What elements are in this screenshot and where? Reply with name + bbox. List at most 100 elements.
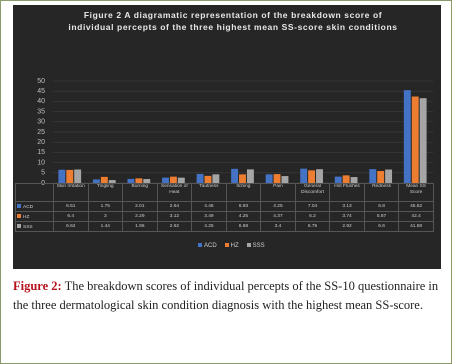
legend-swatch <box>17 213 21 218</box>
table-cell: 1.96 <box>122 221 158 232</box>
table-row: HZ 6.4 3 2.29 3.12 3.49 4.25 4.37 6.2 3.74 5.87 42.… <box>15 211 434 222</box>
table-cell: 3.74 <box>329 211 365 222</box>
table-cell: 2.01 <box>122 201 158 212</box>
table-cell: 41.58 <box>398 221 434 232</box>
y-tick-label: 50 <box>37 78 45 85</box>
table-cell: 3.4 <box>260 221 296 232</box>
bar <box>273 174 281 183</box>
table-cell: 6.51 <box>53 201 89 212</box>
bar <box>196 173 204 183</box>
bar <box>265 174 273 183</box>
table-cell: 45.52 <box>398 201 434 212</box>
bar <box>411 96 419 183</box>
table-cell: 1.75 <box>87 201 124 212</box>
y-tick-label: 20 <box>37 139 45 146</box>
bar <box>204 175 212 183</box>
table-cell: 3.49 <box>191 211 227 222</box>
y-tick-label: 45 <box>37 88 45 95</box>
caption: Figure 2: The breakdown scores of indivi… <box>13 277 441 315</box>
bar <box>281 176 289 183</box>
x-tick-label: Pain <box>260 183 296 202</box>
x-tick-label: Mean SS Score <box>398 183 434 202</box>
x-tick-label: Tautness <box>191 183 227 202</box>
legend-swatch <box>198 243 202 247</box>
bar <box>177 177 185 183</box>
x-tick-label: Burning <box>122 183 158 202</box>
table-cell: 6.93 <box>225 201 262 212</box>
table-cell: 4.25 <box>191 221 227 232</box>
table-row-label: ACD <box>23 204 34 210</box>
bar <box>342 175 350 183</box>
caption-text: The breakdown scores of individual perce… <box>13 279 439 312</box>
legend-label: ACD <box>204 243 217 249</box>
legend-label: SSS <box>252 243 265 249</box>
bar <box>377 171 385 183</box>
bar <box>246 169 254 183</box>
table-cell: 42.4 <box>398 211 434 222</box>
y-tick-label: 10 <box>37 159 45 166</box>
y-tick-label: 5 <box>41 170 45 177</box>
bar <box>108 180 116 183</box>
x-tick-label: Sensation of Heat <box>156 183 193 202</box>
bar <box>419 98 427 183</box>
bar <box>369 169 377 183</box>
x-tick-label: Hot Flushes <box>329 183 365 202</box>
table-row-key: SSS <box>15 221 54 232</box>
table-cell: 4.25 <box>260 201 296 212</box>
legend-item: SSS <box>246 243 265 249</box>
bar <box>162 177 169 183</box>
bar <box>143 179 151 183</box>
bar <box>127 178 135 183</box>
legend-swatch <box>17 203 21 208</box>
table-cell: 5.87 <box>363 211 400 222</box>
table-row: ACD 6.51 1.75 2.01 2.64 4.46 6.93 4.25 7.04 3.13 6… <box>15 201 434 212</box>
x-tick-label: Skin Irritation <box>53 183 89 202</box>
table-cell: 3.12 <box>156 211 193 222</box>
table-row: SSS 6.62 1.44 1.96 2.62 4.25 6.68 3.4 6.75 2.92 6.… <box>15 221 434 232</box>
bar <box>308 170 316 183</box>
chart: 0 5 10 15 20 25 30 35 40 45 50 Figure 2 A diagrama… <box>13 5 441 269</box>
legend-swatch <box>246 243 251 247</box>
bar <box>239 174 246 183</box>
table-cell: 1.44 <box>87 221 124 232</box>
y-tick-label: 40 <box>37 98 45 105</box>
x-tick-label: Redness <box>363 183 400 202</box>
table-row-key: ACD <box>15 201 54 212</box>
x-tick-label: Itching <box>225 183 262 202</box>
bar <box>300 168 308 183</box>
table-row-key: HZ <box>15 211 54 222</box>
bar <box>316 169 323 183</box>
table-cell: 2.64 <box>156 201 193 212</box>
table-cell: 6.4 <box>53 211 89 222</box>
bar <box>100 176 108 183</box>
legend-item: HZ <box>224 243 239 249</box>
bar <box>403 90 411 183</box>
x-tick-label: General Discomfort <box>294 183 331 202</box>
bar <box>350 177 358 183</box>
table-corner <box>15 183 54 202</box>
table-cell: 4.37 <box>260 211 296 222</box>
bar <box>212 174 220 183</box>
data-table: Skin Irritation Tingling Burning Sensation … <box>15 183 434 232</box>
caption-label: Figure 2: <box>13 279 62 293</box>
table-cell: 6.6 <box>363 221 400 232</box>
table-cell: 2.29 <box>122 211 158 222</box>
table-cell: 3.13 <box>329 201 365 212</box>
table-cell: 6.75 <box>294 221 331 232</box>
table-header-row: Skin Irritation Tingling Burning Sensation … <box>15 183 434 202</box>
y-tick-label: 35 <box>37 108 45 115</box>
legend-swatch <box>224 243 229 247</box>
table-row-label: SSS <box>23 224 33 230</box>
table-cell: 3 <box>87 211 124 222</box>
bar <box>385 169 393 183</box>
table-cell: 4.46 <box>191 201 227 212</box>
table-cell: 6.62 <box>53 221 89 232</box>
y-tick-label: 30 <box>37 119 45 126</box>
bar <box>58 169 66 183</box>
table-cell: 7.04 <box>294 201 331 212</box>
table-cell: 6.8 <box>363 201 400 212</box>
legend: ACD HZ SSS <box>198 243 265 249</box>
legend-label: HZ <box>230 243 239 249</box>
